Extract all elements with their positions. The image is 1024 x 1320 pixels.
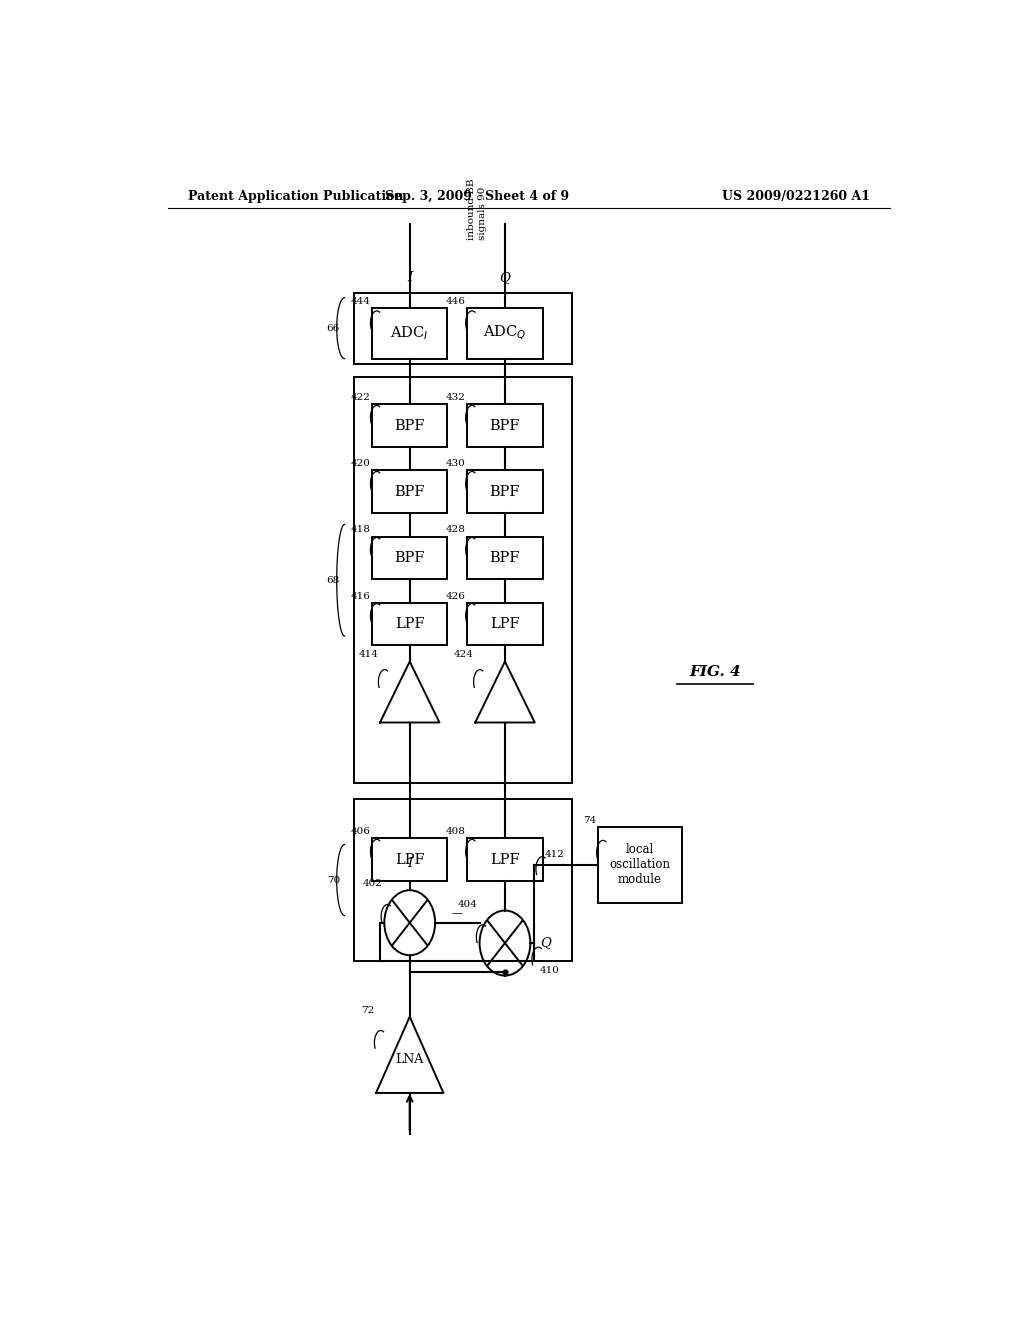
Text: 422: 422 (350, 393, 371, 403)
Bar (372, 602, 447, 645)
Text: 410: 410 (540, 966, 560, 975)
Text: LPF: LPF (395, 853, 425, 867)
Bar (467, 404, 543, 447)
Text: ADC$_I$: ADC$_I$ (390, 325, 429, 342)
Text: LPF: LPF (395, 616, 425, 631)
Bar (467, 470, 543, 513)
Bar (372, 404, 447, 447)
Text: Patent Application Publication: Patent Application Publication (187, 190, 403, 202)
Bar (372, 536, 447, 579)
Bar (372, 838, 447, 880)
Text: 444: 444 (350, 297, 371, 306)
Text: 420: 420 (350, 459, 371, 469)
Text: BPF: BPF (394, 418, 425, 433)
Text: LPF: LPF (490, 616, 520, 631)
Bar (598, 826, 682, 903)
Text: LPF: LPF (490, 853, 520, 867)
Text: 412: 412 (545, 850, 564, 859)
Text: 426: 426 (445, 591, 466, 601)
Text: 404: 404 (458, 899, 478, 908)
Bar (372, 308, 447, 359)
Text: LNA: LNA (395, 1053, 424, 1067)
Text: 408: 408 (445, 828, 466, 837)
Bar (467, 838, 543, 880)
Text: BPF: BPF (489, 550, 520, 565)
Text: Q: Q (500, 272, 510, 284)
Bar (354, 799, 572, 961)
Text: BPF: BPF (489, 418, 520, 433)
Text: 430: 430 (445, 459, 466, 469)
Bar (372, 470, 447, 513)
Text: FIG. 4: FIG. 4 (689, 665, 741, 678)
Text: US 2009/0221260 A1: US 2009/0221260 A1 (722, 190, 870, 202)
Bar (354, 293, 572, 364)
Text: 402: 402 (362, 879, 383, 888)
Text: 414: 414 (358, 651, 379, 660)
Bar (467, 308, 543, 359)
Text: I: I (408, 272, 413, 284)
Text: —: — (452, 908, 463, 917)
Text: 424: 424 (454, 651, 474, 660)
Text: BPF: BPF (394, 484, 425, 499)
Text: BPF: BPF (489, 484, 520, 499)
Text: 66: 66 (327, 323, 340, 333)
Text: 432: 432 (445, 393, 466, 403)
Bar (467, 602, 543, 645)
Text: 68: 68 (327, 576, 340, 585)
Text: 406: 406 (350, 828, 371, 837)
Text: inbound BB
signals 90: inbound BB signals 90 (467, 178, 487, 240)
Text: 72: 72 (361, 1006, 375, 1015)
Text: 428: 428 (445, 525, 466, 535)
Text: local
oscillation
module: local oscillation module (609, 843, 671, 886)
Text: I: I (408, 857, 413, 870)
Bar (467, 536, 543, 579)
Text: 446: 446 (445, 297, 466, 306)
Text: Q: Q (540, 937, 551, 949)
Text: 418: 418 (350, 525, 371, 535)
Text: Sep. 3, 2009   Sheet 4 of 9: Sep. 3, 2009 Sheet 4 of 9 (385, 190, 569, 202)
Bar (354, 378, 572, 784)
Text: BPF: BPF (394, 550, 425, 565)
Text: 416: 416 (350, 591, 371, 601)
Text: 74: 74 (584, 816, 597, 825)
Text: ADC$_Q$: ADC$_Q$ (483, 325, 526, 342)
Text: 70: 70 (327, 875, 340, 884)
